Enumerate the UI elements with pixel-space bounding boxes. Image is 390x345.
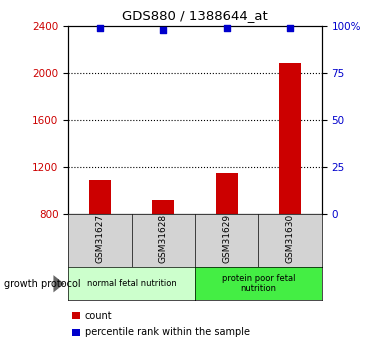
Point: [287, 25, 293, 30]
Text: count: count: [85, 311, 112, 321]
Bar: [279, 63, 301, 214]
Text: growth protocol: growth protocol: [4, 279, 80, 289]
Text: GDS880 / 1388644_at: GDS880 / 1388644_at: [122, 9, 268, 22]
Text: normal fetal nutrition: normal fetal nutrition: [87, 279, 177, 288]
Bar: [216, 173, 238, 214]
Bar: [152, 200, 174, 214]
Text: GSM31630: GSM31630: [285, 213, 294, 263]
Text: percentile rank within the sample: percentile rank within the sample: [85, 327, 250, 337]
Text: GSM31628: GSM31628: [159, 214, 168, 263]
Point: [160, 27, 167, 32]
Point: [223, 25, 230, 30]
Polygon shape: [53, 275, 64, 293]
Text: GSM31627: GSM31627: [96, 214, 105, 263]
Text: protein poor fetal
nutrition: protein poor fetal nutrition: [222, 274, 295, 294]
Point: [97, 25, 103, 30]
Text: GSM31629: GSM31629: [222, 214, 231, 263]
Bar: [89, 180, 111, 214]
